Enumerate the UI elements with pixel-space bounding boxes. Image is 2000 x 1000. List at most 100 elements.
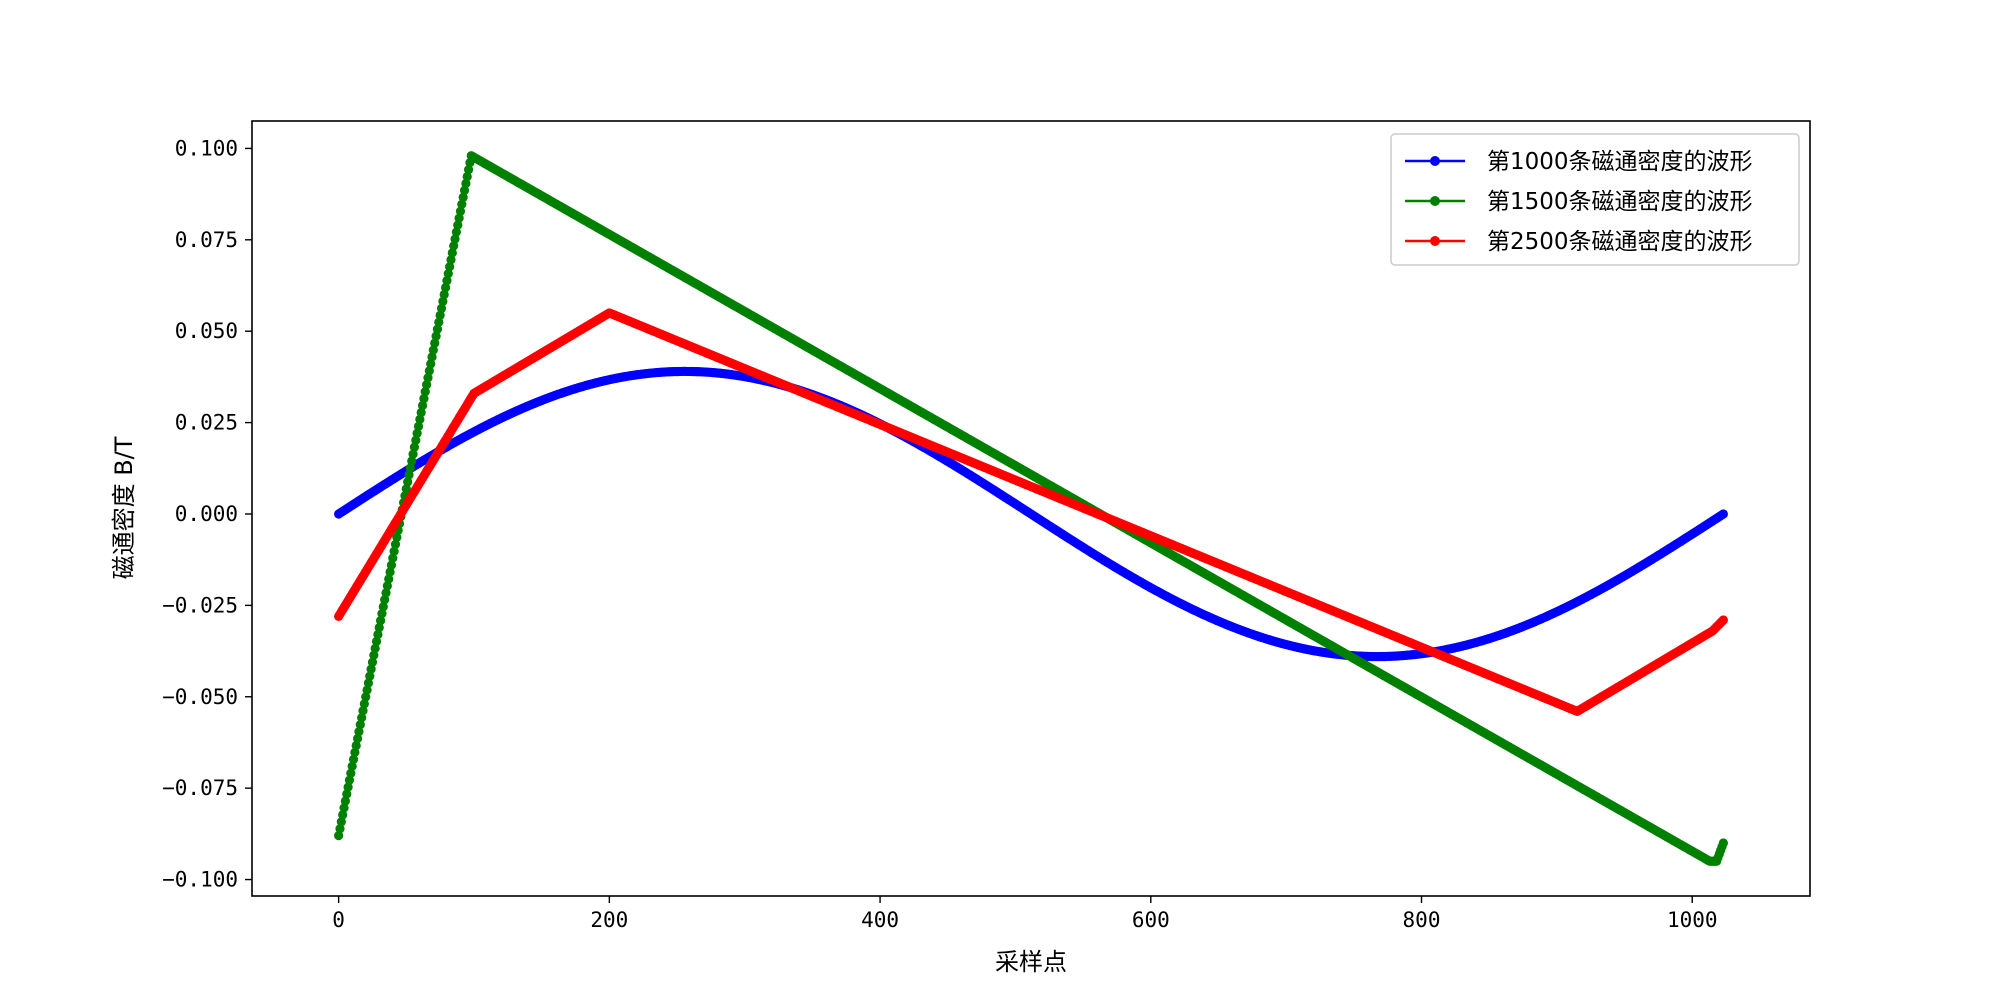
data-point: [450, 234, 460, 244]
legend-label: 第1500条磁通密度的波形: [1487, 189, 1753, 215]
data-point: [390, 539, 401, 549]
x-axis: 0 200 400 600 800 1000: [332, 896, 1718, 932]
series-layer: [334, 151, 1728, 866]
data-point: [409, 442, 420, 452]
y-tick-label: 0.025: [175, 411, 238, 435]
data-point: [445, 262, 455, 272]
data-point: [343, 782, 353, 792]
data-point: [401, 484, 411, 494]
data-point: [415, 414, 425, 424]
data-point: [363, 678, 374, 688]
data-point: [388, 553, 398, 563]
data-point: [431, 331, 441, 341]
y-tick-label: −0.025: [162, 593, 238, 617]
data-point: [362, 685, 372, 695]
data-point: [385, 567, 395, 577]
data-point: [419, 393, 429, 404]
x-tick-label: 0: [332, 908, 345, 932]
data-point: [417, 400, 428, 411]
data-point: [458, 192, 468, 202]
data-point: [380, 595, 390, 605]
legend-box: [1390, 133, 1800, 266]
data-point: [420, 387, 430, 397]
data-point: [424, 366, 434, 376]
data-point: [382, 581, 392, 591]
data-point: [354, 727, 364, 737]
legend-swatch-marker: [1430, 156, 1440, 166]
data-point: [412, 428, 422, 438]
data-point: [413, 421, 424, 431]
data-point: [381, 588, 391, 598]
data-point: [1718, 838, 1728, 848]
data-point: [352, 733, 363, 744]
x-tick-label: 200: [590, 908, 628, 932]
data-point: [339, 803, 349, 813]
series-3: [334, 308, 1728, 716]
y-tick-label: −0.100: [162, 868, 238, 892]
x-tick-label: 400: [861, 908, 899, 932]
y-tick-label: 0.000: [175, 502, 238, 526]
data-point: [404, 470, 414, 480]
data-point: [375, 615, 386, 626]
data-point: [451, 227, 461, 237]
y-tick-label: 0.075: [175, 228, 238, 252]
data-point: [346, 768, 356, 778]
legend-swatch-marker: [1430, 236, 1440, 246]
data-point: [432, 324, 443, 334]
data-point: [389, 546, 399, 556]
data-point: [392, 532, 402, 542]
data-point: [447, 248, 457, 258]
data-point: [422, 380, 432, 390]
data-point: [370, 643, 380, 653]
data-point: [408, 449, 418, 459]
data-point: [340, 796, 350, 806]
data-point: [462, 171, 472, 182]
data-point: [405, 463, 415, 473]
data-point: [347, 761, 357, 771]
legend-swatch-marker: [1430, 196, 1440, 206]
series-1: [334, 366, 1728, 662]
data-point: [336, 817, 346, 827]
data-point: [366, 664, 376, 674]
data-point: [453, 220, 463, 230]
data-point: [411, 435, 421, 445]
data-point: [436, 303, 447, 313]
data-point: [426, 359, 436, 369]
data-point: [442, 276, 452, 286]
legend-label: 第2500条磁通密度的波形: [1487, 229, 1753, 255]
x-tick-label: 1000: [1667, 908, 1718, 932]
data-point: [423, 373, 433, 383]
series-2: [334, 151, 1728, 866]
data-point: [463, 165, 474, 175]
data-point: [455, 206, 466, 216]
data-point: [358, 706, 368, 716]
data-point: [335, 824, 345, 834]
data-point: [443, 269, 453, 279]
data-point: [439, 289, 449, 300]
data-point: [430, 338, 440, 348]
data-point: [403, 477, 413, 487]
data-point: [367, 657, 378, 667]
data-point: [371, 636, 382, 647]
data-point: [461, 178, 471, 189]
x-tick-label: 600: [1132, 908, 1170, 932]
data-point: [355, 720, 365, 730]
data-point: [377, 609, 387, 619]
data-point: [459, 185, 470, 196]
data-point: [449, 241, 459, 251]
y-tick-label: 0.100: [175, 136, 238, 160]
data-point: [378, 602, 388, 612]
y-axis: 0.100 0.075 0.050 0.025 0.000 −0.025 −0.050 −0.…: [162, 136, 252, 892]
data-point: [438, 296, 448, 307]
data-point: [386, 560, 397, 570]
data-point: [365, 671, 375, 681]
data-point: [373, 629, 383, 640]
data-point: [446, 255, 456, 265]
data-point: [369, 650, 379, 660]
data-point: [427, 352, 437, 362]
data-point: [435, 310, 445, 320]
data-point: [440, 282, 451, 293]
